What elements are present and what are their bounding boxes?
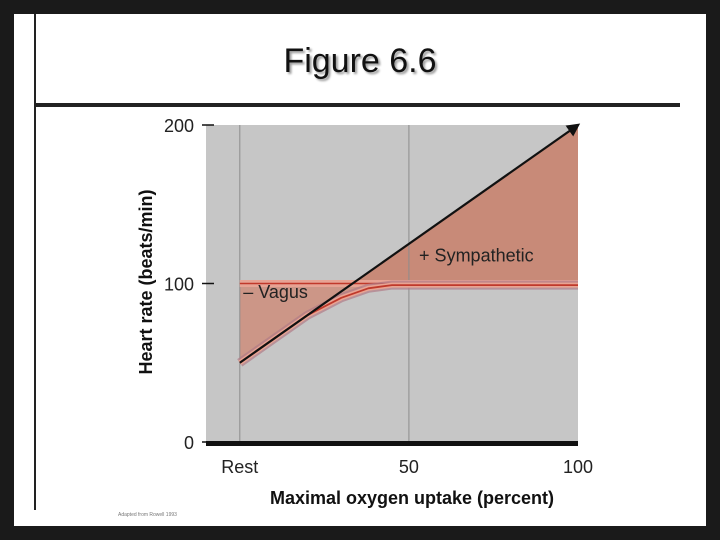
slide-left-rule: [34, 14, 36, 510]
x-axis-line: [206, 441, 578, 446]
title-divider: [34, 103, 680, 107]
x-axis-title: Maximal oxygen uptake (percent): [270, 488, 554, 508]
y-tick-label-100: 100: [164, 275, 194, 295]
vagus-region: [239, 283, 369, 363]
intrinsic-rate-arrow: [239, 123, 581, 364]
x-tick-label-rest: Rest: [221, 457, 258, 477]
x-tick-label-50: 50: [399, 457, 419, 477]
y-tick-label-200: 200: [164, 116, 194, 136]
slide-title: Figure 6.6: [283, 42, 437, 80]
y-axis-title: Heart rate (beats/min): [136, 189, 156, 374]
sympathetic-label: + Sympathetic: [419, 245, 534, 265]
image-credit: Adapted from Rowell 1993: [118, 512, 177, 518]
y-tick-label-0: 0: [184, 433, 194, 453]
x-tick-label-100: 100: [563, 457, 593, 477]
vagus-label: – Vagus: [243, 282, 308, 302]
